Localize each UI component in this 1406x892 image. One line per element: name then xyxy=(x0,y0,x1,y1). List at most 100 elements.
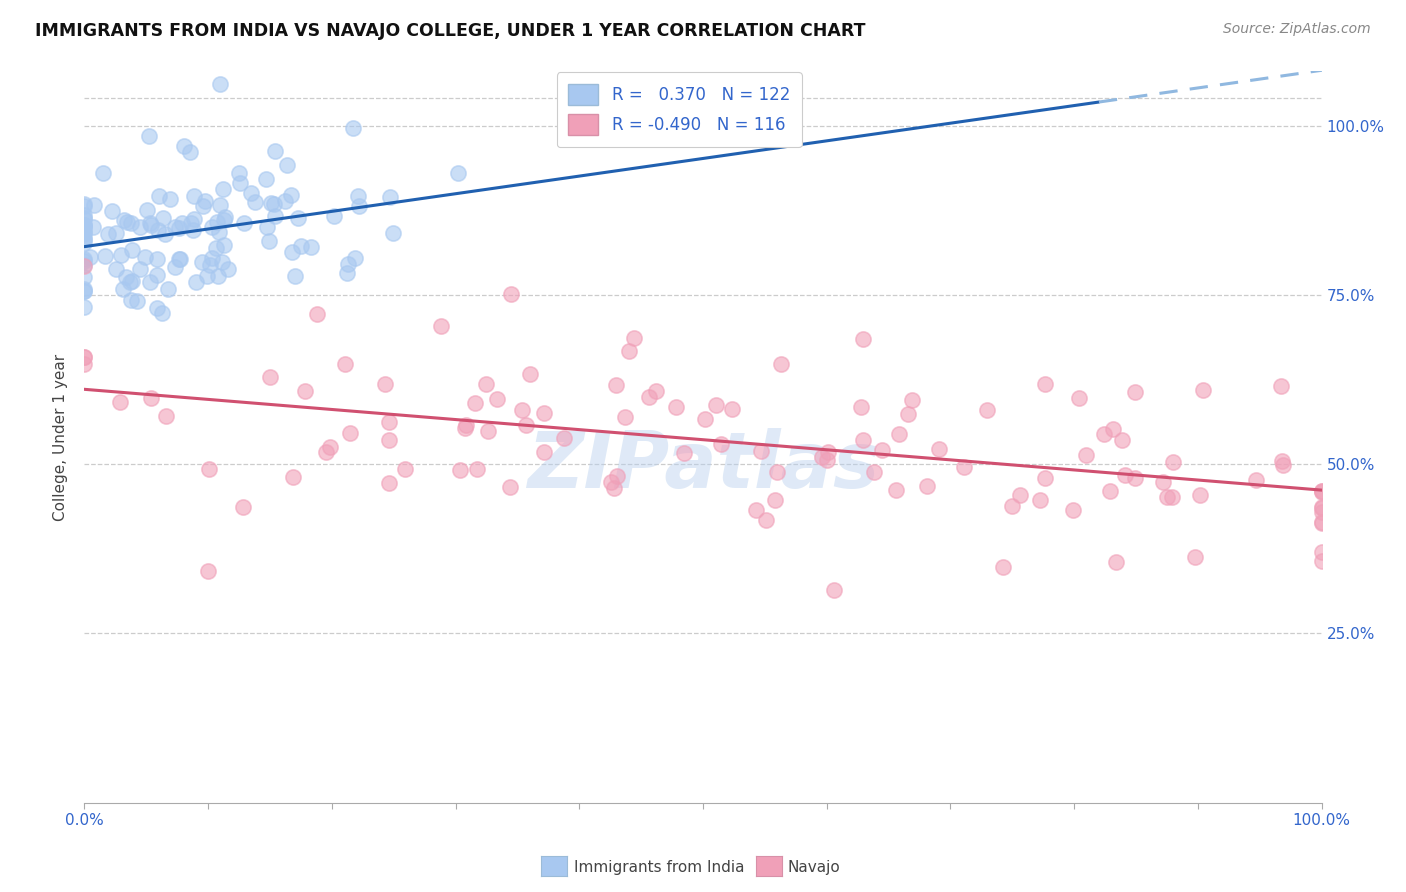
Point xyxy=(1062,503,1084,517)
Text: IMMIGRANTS FROM INDIA VS NAVAJO COLLEGE, UNDER 1 YEAR CORRELATION CHART: IMMIGRANTS FROM INDIA VS NAVAJO COLLEGE,… xyxy=(35,22,866,40)
Point xyxy=(378,476,401,491)
Point xyxy=(1076,449,1098,463)
Point xyxy=(1310,483,1333,498)
Point xyxy=(721,402,744,417)
Point xyxy=(335,266,357,280)
Point xyxy=(184,275,207,289)
Point xyxy=(1310,545,1333,559)
Point xyxy=(323,209,346,223)
Point xyxy=(197,462,219,476)
Point xyxy=(446,166,468,180)
Point xyxy=(191,255,214,269)
Point xyxy=(1161,455,1184,469)
Point xyxy=(229,177,252,191)
Point xyxy=(211,255,233,269)
Point xyxy=(155,227,177,241)
Point xyxy=(73,258,96,272)
Point xyxy=(673,446,696,460)
Point xyxy=(499,480,522,494)
Point xyxy=(1244,473,1267,487)
Point xyxy=(394,462,416,476)
Point xyxy=(1101,422,1123,436)
Point xyxy=(637,391,659,405)
Point xyxy=(209,198,232,212)
Point xyxy=(1310,484,1333,499)
Point xyxy=(125,294,148,309)
Point xyxy=(121,243,143,257)
Point xyxy=(208,77,231,91)
Point xyxy=(644,384,666,398)
Point xyxy=(815,453,838,467)
Point xyxy=(1184,549,1206,564)
Point xyxy=(73,284,96,298)
Point xyxy=(901,393,924,408)
Point xyxy=(693,412,716,426)
Point xyxy=(852,333,875,347)
Point xyxy=(128,262,150,277)
Point xyxy=(276,158,298,172)
Point xyxy=(129,219,152,234)
Point xyxy=(952,459,974,474)
Point xyxy=(1310,501,1333,516)
Point xyxy=(73,218,96,232)
Point xyxy=(464,396,486,410)
Point xyxy=(1270,379,1292,393)
Point xyxy=(1272,458,1295,472)
Point xyxy=(169,252,191,266)
Point xyxy=(146,268,169,282)
Point xyxy=(600,475,623,490)
Point xyxy=(73,208,96,222)
Point xyxy=(887,427,910,442)
Point xyxy=(105,261,128,276)
Point xyxy=(1310,500,1333,514)
Point xyxy=(114,270,136,285)
Point xyxy=(79,250,101,264)
Point xyxy=(148,223,170,237)
Point xyxy=(1069,391,1091,405)
Point xyxy=(82,219,104,234)
Point xyxy=(1114,467,1136,482)
Point xyxy=(217,261,239,276)
Point xyxy=(336,257,359,271)
Point xyxy=(73,350,96,364)
Point xyxy=(378,190,401,204)
Point xyxy=(152,211,174,226)
Point xyxy=(146,252,169,266)
Point xyxy=(453,421,475,435)
Point xyxy=(884,483,907,497)
Point xyxy=(156,282,179,296)
Point xyxy=(305,307,328,321)
Point xyxy=(73,252,96,266)
Point xyxy=(208,225,231,239)
Point xyxy=(197,564,219,578)
Point xyxy=(993,560,1015,574)
Point xyxy=(173,139,195,153)
Point xyxy=(112,213,135,227)
Point xyxy=(120,293,142,307)
Point xyxy=(315,445,337,459)
Point xyxy=(1310,484,1333,499)
Point xyxy=(281,244,304,259)
Point xyxy=(73,284,96,298)
Text: Immigrants from India: Immigrants from India xyxy=(574,860,744,874)
Point xyxy=(135,203,157,218)
Point xyxy=(108,395,131,409)
Point xyxy=(183,212,205,227)
Point xyxy=(512,403,534,417)
Point xyxy=(73,218,96,232)
Point xyxy=(284,268,307,283)
Point xyxy=(257,235,280,249)
Point xyxy=(823,583,845,598)
Point xyxy=(191,199,214,213)
Point xyxy=(606,468,628,483)
Point xyxy=(1033,471,1056,485)
Point xyxy=(319,440,342,454)
Point xyxy=(83,198,105,212)
Point xyxy=(287,211,309,225)
Point xyxy=(976,403,998,417)
Point xyxy=(378,415,401,429)
Point xyxy=(346,189,368,203)
Text: ZIPatlas: ZIPatlas xyxy=(527,428,879,504)
Point xyxy=(179,145,201,159)
Point xyxy=(475,377,498,392)
